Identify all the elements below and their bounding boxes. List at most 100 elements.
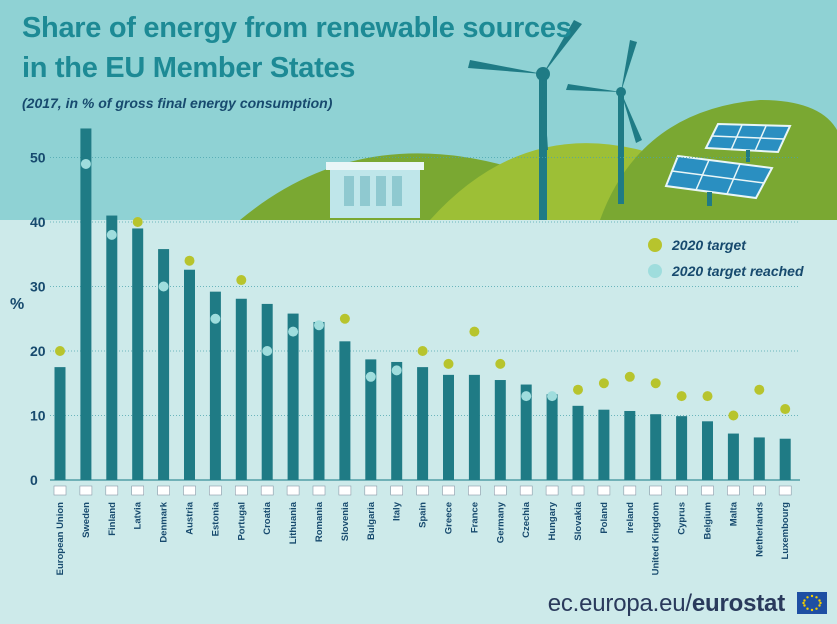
flag-icon	[442, 485, 455, 496]
wind-turbine-large-icon	[468, 20, 582, 220]
target-marker	[702, 391, 713, 402]
target-marker	[417, 346, 428, 356]
target-marker	[573, 384, 583, 395]
flag-icon	[235, 485, 248, 496]
chart-subtitle: (2017, in % of gross final energy consum…	[22, 95, 333, 111]
bar	[235, 298, 247, 480]
target-reached-marker	[391, 365, 402, 376]
bar	[80, 128, 92, 480]
flag-icon	[390, 485, 404, 496]
target-reached-marker	[106, 229, 117, 240]
target-marker	[184, 255, 195, 266]
x-tick-label: Poland	[599, 502, 610, 534]
x-tick-label: United Kingdom	[651, 502, 662, 575]
x-tick-label: Belgium	[703, 502, 714, 539]
bar	[753, 437, 765, 480]
x-tick-label: Lithuania	[288, 501, 299, 544]
target-marker	[55, 346, 65, 356]
bar	[468, 374, 480, 480]
country-flags	[53, 485, 792, 496]
flag-icon	[364, 485, 378, 496]
bar	[417, 367, 429, 480]
y-tick-label: 0	[30, 472, 38, 488]
x-tick-label: Portugal	[236, 502, 247, 541]
flag-icon	[675, 485, 688, 496]
y-tick-label: 50	[30, 150, 46, 166]
bar	[391, 361, 403, 480]
wind-turbine-small-icon	[566, 40, 642, 204]
target-reached-marker	[365, 371, 376, 382]
bar	[702, 421, 713, 480]
bar	[650, 414, 662, 480]
legend-target-reached-label: 2020 target reached	[672, 263, 804, 279]
bar	[287, 313, 299, 480]
y-axis-ticks: 0 10 20 30 40 50	[30, 150, 46, 489]
bar	[624, 410, 636, 480]
target-marker	[624, 371, 635, 382]
bar	[572, 405, 584, 480]
flag-icon	[701, 485, 714, 496]
flag-icon	[79, 485, 93, 496]
target-marker	[650, 378, 661, 389]
target-reached-marker	[288, 326, 299, 337]
target-reached-marker	[547, 391, 558, 402]
title-line-1: Share of energy from renewable sources	[22, 12, 572, 44]
flag-icon	[131, 485, 144, 496]
flag-icon	[260, 485, 274, 496]
target-reached-marker	[80, 158, 91, 169]
target-marker	[495, 358, 506, 369]
flag-icon	[571, 485, 585, 496]
y-tick-label: 40	[30, 214, 46, 230]
flag-icon	[183, 485, 196, 496]
flag-icon	[468, 485, 481, 496]
flag-icon	[105, 485, 119, 496]
bars	[54, 128, 791, 481]
target-reached-marker	[521, 391, 532, 402]
x-tick-label: Slovenia	[340, 501, 351, 541]
bar	[494, 380, 506, 480]
legend-target-dot-icon	[648, 238, 662, 252]
dam-icon	[326, 162, 424, 218]
bar	[209, 291, 221, 480]
bar	[106, 215, 118, 481]
bar	[779, 438, 791, 480]
x-tick-label: Croatia	[262, 501, 273, 534]
target-marker	[469, 326, 480, 337]
target-markers	[55, 158, 791, 421]
target-marker	[780, 404, 791, 415]
eu-flag-icon	[797, 592, 827, 614]
x-tick-label: Italy	[392, 501, 403, 521]
x-tick-label: Slovakia	[573, 501, 584, 540]
flag-icon	[597, 485, 611, 496]
x-tick-label: Malta	[728, 501, 739, 526]
bar	[598, 409, 610, 480]
x-tick-label: Luxembourg	[780, 502, 791, 560]
flag-icon	[286, 485, 300, 496]
legend-target-label: 2020 target	[672, 237, 746, 253]
x-tick-label: Estonia	[210, 501, 221, 536]
legend-target-reached-dot-icon	[648, 264, 662, 278]
solar-panel-icon	[664, 154, 774, 206]
x-axis-labels: European Union Sweden Finland Latvia Denmark…	[55, 501, 791, 575]
x-tick-label: Spain	[418, 502, 429, 528]
x-tick-label: Denmark	[159, 501, 170, 542]
x-tick-label: France	[469, 502, 480, 533]
x-tick-label: Latvia	[133, 501, 144, 529]
target-marker	[754, 384, 765, 395]
x-tick-label: Bulgaria	[366, 501, 377, 540]
bar	[727, 433, 739, 480]
target-marker	[676, 391, 687, 402]
footer-brand: eurostat	[691, 590, 785, 617]
x-tick-label: Finland	[107, 502, 118, 536]
bar	[261, 303, 273, 480]
flag-icon	[312, 485, 326, 496]
bar	[520, 384, 532, 480]
bar	[184, 269, 195, 480]
x-tick-label: Netherlands	[754, 502, 765, 557]
y-tick-label: 30	[30, 279, 46, 295]
target-marker	[236, 275, 247, 286]
target-marker	[598, 378, 609, 389]
legend: 2020 target 2020 target reached	[648, 232, 804, 284]
target-reached-marker	[314, 320, 324, 331]
